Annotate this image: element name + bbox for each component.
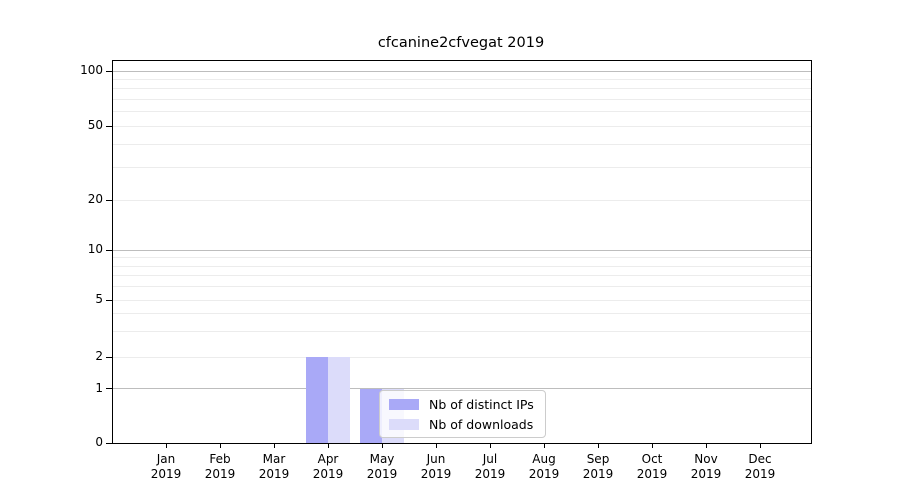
x-tick-year: 2019 <box>690 467 722 481</box>
gridline-minor <box>113 98 811 100</box>
legend: Nb of distinct IPs Nb of downloads <box>379 390 546 438</box>
x-tick-year: 2019 <box>150 467 182 481</box>
x-tick-month: Sep <box>586 452 610 466</box>
y-tick <box>106 249 112 251</box>
x-tick <box>219 443 221 448</box>
x-tick-year: 2019 <box>636 467 668 481</box>
x-tick-month: Dec <box>748 452 772 466</box>
x-tick-label: Aug 2019 <box>516 452 572 482</box>
y-tick <box>106 125 112 127</box>
x-tick-year: 2019 <box>582 467 614 481</box>
gridline-minor <box>113 143 811 145</box>
x-tick <box>327 443 329 448</box>
gridline-minor <box>113 88 811 90</box>
bar <box>306 357 328 443</box>
x-tick-month: Mar <box>262 452 286 466</box>
gridline-minor <box>113 125 811 127</box>
y-tick <box>106 356 112 358</box>
x-tick-month: Aug <box>532 452 556 466</box>
legend-item-distinct-ips: Nb of distinct IPs <box>389 397 536 412</box>
gridline-minor <box>113 166 811 168</box>
x-tick-year: 2019 <box>420 467 452 481</box>
x-tick-label: Jul 2019 <box>462 452 518 482</box>
gridline-major <box>113 70 811 72</box>
x-tick-year: 2019 <box>744 467 776 481</box>
x-tick-month: Jan <box>156 452 176 466</box>
y-tick <box>106 299 112 301</box>
gridline-minor <box>113 265 811 267</box>
x-tick <box>435 443 437 448</box>
legend-label-downloads: Nb of downloads <box>429 416 534 432</box>
gridline-minor <box>113 111 811 113</box>
x-tick-label: Jun 2019 <box>408 452 464 482</box>
x-tick-year: 2019 <box>528 467 560 481</box>
y-tick-label: 2 <box>95 349 103 363</box>
x-tick-year: 2019 <box>366 467 398 481</box>
y-tick-label: 20 <box>87 192 103 206</box>
gridline-minor <box>113 356 811 358</box>
x-tick-label: Mar 2019 <box>246 452 302 482</box>
x-tick-label: Apr 2019 <box>300 452 356 482</box>
y-tick-label: 1 <box>95 380 103 395</box>
gridline-minor <box>113 78 811 80</box>
x-tick <box>705 443 707 448</box>
x-tick-month: Nov <box>694 452 718 466</box>
y-tick <box>106 70 112 72</box>
x-tick-label: Jan 2019 <box>138 452 194 482</box>
x-tick-label: Sep 2019 <box>570 452 626 482</box>
gridline-minor <box>113 286 811 288</box>
x-tick <box>489 443 491 448</box>
y-tick <box>106 442 112 444</box>
x-tick <box>759 443 761 448</box>
gridline-minor <box>113 275 811 277</box>
x-tick-year: 2019 <box>312 467 344 481</box>
plot-area: 0 1 2 5 10 20 50 100 Jan 2019 Feb 2019 Mar 2019 Apr 201… <box>80 60 812 481</box>
x-tick-month: Oct <box>641 452 663 466</box>
x-tick-month: May <box>369 452 395 466</box>
x-tick <box>543 443 545 448</box>
legend-swatch-downloads-icon <box>389 418 419 430</box>
x-tick-label: May 2019 <box>354 452 410 482</box>
x-tick-year: 2019 <box>258 467 290 481</box>
y-tick-label: 100 <box>80 63 103 77</box>
x-tick-label: Nov 2019 <box>678 452 734 482</box>
grid-layer <box>113 61 811 443</box>
y-tick-label: 5 <box>95 292 103 306</box>
y-tick-label: 0 <box>95 435 103 449</box>
y-tick <box>106 199 112 201</box>
bar <box>360 388 382 443</box>
x-tick <box>651 443 653 448</box>
bar <box>328 357 350 443</box>
x-tick-year: 2019 <box>204 467 236 481</box>
y-tick <box>106 388 112 390</box>
legend-label-distinct-ips: Nb of distinct IPs <box>429 396 534 412</box>
x-tick-label: Oct 2019 <box>624 452 680 482</box>
gridline-major <box>113 249 811 251</box>
gridline-minor <box>113 331 811 333</box>
chart-title: cfcanine2cfvegat 2019 <box>377 35 545 51</box>
x-tick-month: Feb <box>209 452 231 466</box>
gridline-minor <box>113 299 811 301</box>
x-tick <box>381 443 383 448</box>
gridline-major <box>113 388 811 389</box>
legend-swatch-distinct-ips-icon <box>389 398 419 410</box>
x-tick <box>273 443 275 448</box>
legend-item-downloads: Nb of downloads <box>389 417 536 432</box>
y-tick-label: 50 <box>87 118 103 132</box>
x-tick-year: 2019 <box>474 467 506 481</box>
x-tick-label: Dec 2019 <box>732 452 788 482</box>
gridline-minor <box>113 257 811 259</box>
gridline-minor <box>113 199 811 201</box>
axes-layer: 0 1 2 5 10 20 50 100 Jan 2019 Feb 2019 Mar 2019 Apr 201… <box>80 61 811 481</box>
x-tick-month: Apr <box>317 452 339 466</box>
x-tick <box>597 443 599 448</box>
x-tick <box>165 443 167 448</box>
x-tick-month: Jun <box>426 452 446 466</box>
y-tick-label: 10 <box>87 242 103 256</box>
gridline-minor <box>113 313 811 315</box>
x-tick-month: Jul <box>482 452 498 466</box>
x-tick-label: Feb 2019 <box>192 452 248 482</box>
